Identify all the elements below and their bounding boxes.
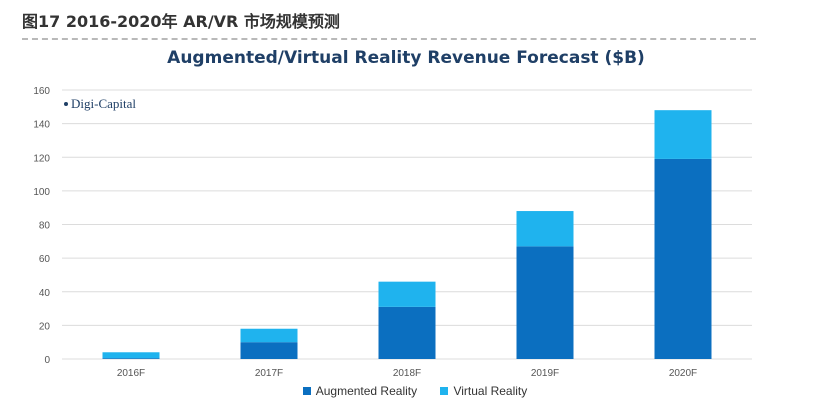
legend: Augmented Reality Virtual Reality xyxy=(0,384,830,398)
y-tick-label: 0 xyxy=(44,355,50,366)
x-tick-label: 2018F xyxy=(393,368,421,379)
bars xyxy=(102,110,712,359)
x-tick-label: 2016F xyxy=(117,368,145,379)
legend-swatch-ar xyxy=(302,387,311,395)
y-tick-label: 80 xyxy=(39,221,51,232)
bar-vr-2016F xyxy=(102,352,160,359)
bar-ar-2020F xyxy=(654,158,712,359)
bar-vr-2019F xyxy=(516,211,574,247)
y-tick-label: 100 xyxy=(33,187,50,198)
x-tick-label: 2017F xyxy=(255,368,283,379)
bar-vr-2018F xyxy=(378,281,436,307)
figure-caption: 图17 2016-2020年 AR/VR 市场规模预测 xyxy=(22,12,340,31)
legend-item-ar: Augmented Reality xyxy=(302,384,418,398)
bar-ar-2019F xyxy=(516,246,574,359)
logo-text: Digi-Capital xyxy=(71,96,136,111)
x-tick-label: 2020F xyxy=(669,368,697,379)
y-tick-label: 120 xyxy=(33,153,50,164)
x-axis-ticks: 2016F 2017F 2018F 2019F 2020F xyxy=(117,368,697,379)
caption-divider xyxy=(22,38,756,40)
bar-vr-2017F xyxy=(240,328,298,343)
y-axis-ticks: 0 20 40 60 80 100 120 140 160 xyxy=(33,86,50,366)
bar-ar-2018F xyxy=(378,306,436,359)
bar-ar-2016F xyxy=(102,358,160,359)
y-tick-label: 40 xyxy=(39,288,51,299)
legend-label-vr: Virtual Reality xyxy=(453,384,528,398)
x-tick-label: 2019F xyxy=(531,368,559,379)
legend-swatch-vr xyxy=(440,387,449,395)
legend-item-vr: Virtual Reality xyxy=(440,384,527,398)
bar-ar-2017F xyxy=(240,342,298,359)
legend-label-ar: Augmented Reality xyxy=(315,384,418,398)
logo-dot-icon xyxy=(64,102,68,106)
watermark-logo: Digi-Capital xyxy=(64,96,136,111)
chart-title: Augmented/Virtual Reality Revenue Foreca… xyxy=(167,48,645,68)
y-tick-label: 60 xyxy=(39,254,51,265)
bar-vr-2020F xyxy=(654,110,712,159)
y-tick-label: 20 xyxy=(39,321,51,332)
y-tick-label: 160 xyxy=(33,86,50,97)
y-tick-label: 140 xyxy=(33,120,50,131)
